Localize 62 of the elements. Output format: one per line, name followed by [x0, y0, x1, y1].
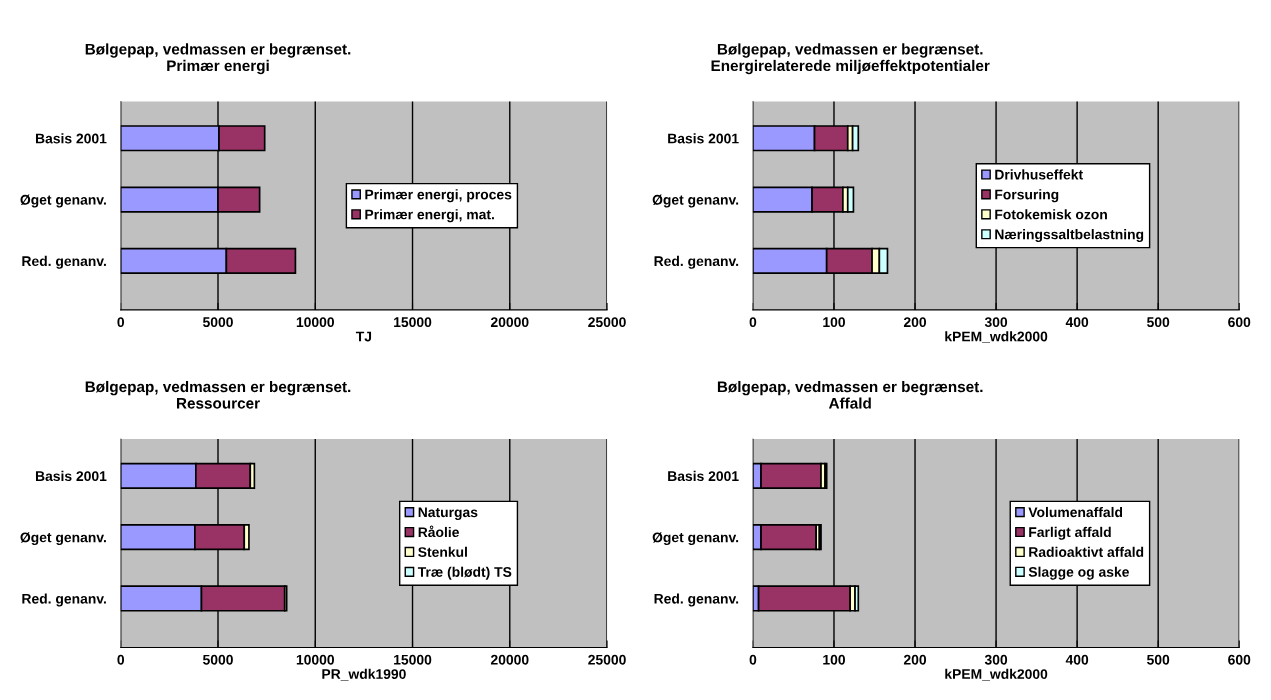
x-tick-label: 5000 [202, 317, 233, 328]
y-tick-label: Red. genanv. [22, 255, 106, 269]
x-tick-label: 500 [1147, 317, 1170, 328]
x-tick-label: 300 [984, 654, 1008, 665]
legend-label: Råolie [418, 525, 459, 538]
x-tick-label: 400 [1065, 654, 1089, 665]
x-axis-title: PR_wdk1990 [322, 668, 406, 681]
y-tick-label: Øget genanv. [652, 532, 739, 546]
bar [851, 125, 860, 152]
bar [846, 186, 855, 213]
chart-title: Bølgepap, vedmassen er begrænset. Ressourcer [85, 380, 351, 409]
x-tick-label: 15000 [394, 317, 432, 328]
legend-label: Forsuring [995, 189, 1059, 203]
legend-label: Primær energi, mat. [365, 209, 494, 223]
legend-label: Næringssaltbelastning [995, 229, 1144, 243]
y-tick-label: Basis 2001 [35, 133, 107, 144]
y-tick-label: Red. genanv. [22, 593, 106, 607]
x-tick-label: 300 [984, 317, 1008, 328]
x-tick-label: 0 [117, 317, 125, 328]
y-tick-label: Øget genanv. [20, 194, 106, 208]
chart-title: Bølgepap, vedmassen er begrænset. Energirelaterede miljøeffektpotentialer [711, 43, 990, 75]
x-tick-label: 0 [117, 654, 125, 665]
x-tick-label: 500 [1147, 654, 1170, 665]
legend-label: Radioaktivt affald [1029, 546, 1144, 557]
x-tick-label: 10000 [296, 654, 335, 665]
x-tick-label: 25000 [588, 317, 626, 328]
x-tick-label: 15000 [394, 654, 432, 665]
x-tick-label: 600 [1228, 654, 1251, 665]
x-tick-label: 400 [1065, 317, 1089, 328]
y-tick-label: Red. genanv. [654, 255, 739, 269]
x-axis-title: kPEM_wdk2000 [945, 331, 1048, 343]
legend-label: Træ (blødt) TS [417, 566, 512, 580]
x-tick-label: 200 [903, 654, 927, 665]
x-tick-label: 0 [749, 317, 757, 328]
x-tick-label: 0 [749, 654, 757, 665]
legend-label: Slagge og aske [1028, 566, 1129, 580]
y-tick-label: Red. genanv. [654, 593, 739, 607]
x-tick-label: 20000 [490, 317, 529, 328]
legend-label: Stenkul [418, 546, 467, 558]
x-tick-label: 25000 [588, 654, 626, 665]
legend-label: Farligt affald [1029, 526, 1111, 540]
legend-label: Primær energi, proces [365, 189, 512, 203]
x-tick-label: 100 [823, 654, 845, 665]
legend-label: Fotokemisk ozon [995, 209, 1107, 220]
chart-title: Bølgepap, vedmassen er begrænset. Primær energi [85, 43, 351, 75]
y-tick-label: Øget genanv. [652, 194, 739, 208]
legend-label: Volumenaffald [1028, 506, 1123, 518]
legend-label: Drivhuseffekt [995, 169, 1083, 180]
y-tick-label: Basis 2001 [668, 470, 739, 482]
x-axis-title: kPEM_wdk2000 [945, 668, 1048, 681]
x-tick-label: 100 [823, 317, 845, 328]
y-tick-label: Øget genanv. [20, 532, 106, 546]
x-tick-label: 10000 [296, 317, 335, 328]
x-tick-label: 5000 [202, 654, 233, 665]
y-tick-label: Basis 2001 [668, 133, 739, 144]
chart-title: Bølgepap, vedmassen er begrænset. Affald [717, 380, 983, 409]
x-tick-label: 20000 [490, 654, 529, 665]
y-tick-label: Basis 2001 [35, 470, 107, 482]
x-axis-title: TJ [355, 331, 372, 342]
legend-label: Naturgas [418, 507, 478, 520]
x-tick-label: 600 [1228, 317, 1251, 328]
x-tick-label: 200 [903, 317, 927, 328]
